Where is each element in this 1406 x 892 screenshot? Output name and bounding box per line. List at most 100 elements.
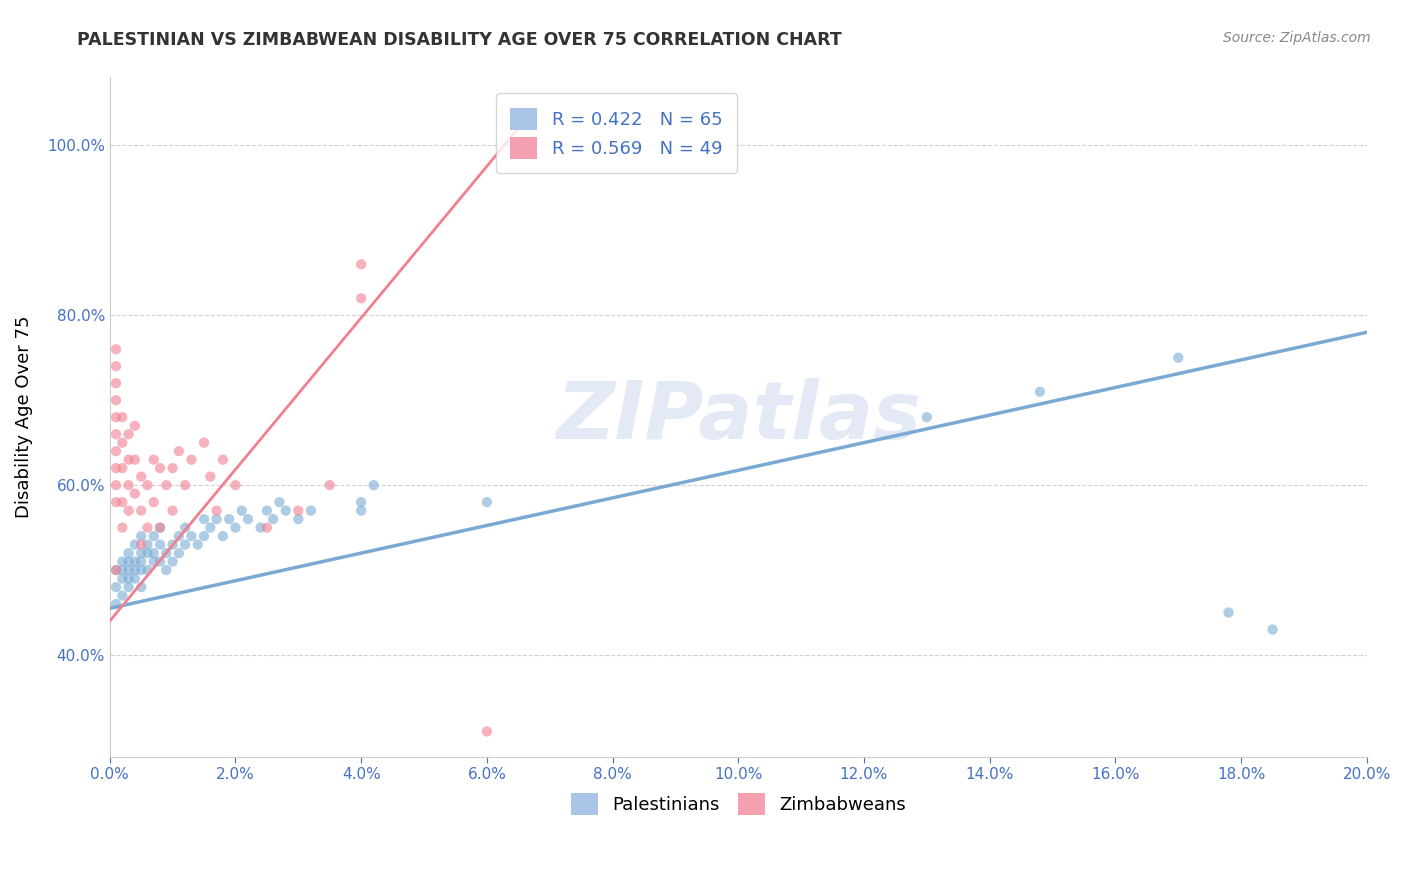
Point bbox=[105, 393, 128, 408]
Point bbox=[915, 410, 938, 425]
Point bbox=[111, 495, 134, 509]
Point bbox=[475, 724, 498, 739]
Point bbox=[129, 580, 152, 594]
Text: ZIPatlas: ZIPatlas bbox=[555, 378, 921, 456]
Point bbox=[155, 478, 177, 492]
Point bbox=[129, 555, 152, 569]
Point bbox=[117, 572, 139, 586]
Point bbox=[200, 469, 222, 483]
Point bbox=[287, 512, 309, 526]
Point bbox=[129, 546, 152, 560]
Point bbox=[105, 495, 128, 509]
Point bbox=[117, 478, 139, 492]
Point bbox=[111, 435, 134, 450]
Point bbox=[200, 521, 222, 535]
Point bbox=[180, 452, 202, 467]
Point bbox=[124, 418, 146, 433]
Point bbox=[124, 555, 146, 569]
Point bbox=[212, 452, 235, 467]
Point bbox=[162, 555, 184, 569]
Point bbox=[262, 512, 284, 526]
Point bbox=[224, 478, 246, 492]
Point bbox=[105, 427, 128, 442]
Point bbox=[124, 563, 146, 577]
Point bbox=[350, 291, 373, 305]
Point bbox=[180, 529, 202, 543]
Point bbox=[105, 563, 128, 577]
Point bbox=[299, 503, 322, 517]
Point bbox=[174, 538, 197, 552]
Point bbox=[105, 444, 128, 458]
Point bbox=[350, 495, 373, 509]
Point bbox=[1029, 384, 1052, 399]
Point bbox=[167, 444, 190, 458]
Point bbox=[167, 529, 190, 543]
Point bbox=[142, 529, 165, 543]
Point bbox=[136, 546, 159, 560]
Point bbox=[129, 529, 152, 543]
Point bbox=[105, 410, 128, 425]
Point bbox=[193, 512, 215, 526]
Point bbox=[149, 538, 172, 552]
Point bbox=[124, 452, 146, 467]
Text: PALESTINIAN VS ZIMBABWEAN DISABILITY AGE OVER 75 CORRELATION CHART: PALESTINIAN VS ZIMBABWEAN DISABILITY AGE… bbox=[77, 31, 842, 49]
Point bbox=[149, 461, 172, 475]
Y-axis label: Disability Age Over 75: Disability Age Over 75 bbox=[15, 316, 32, 518]
Point bbox=[174, 521, 197, 535]
Point bbox=[105, 343, 128, 357]
Point bbox=[111, 563, 134, 577]
Point bbox=[129, 563, 152, 577]
Point bbox=[167, 546, 190, 560]
Point bbox=[256, 503, 278, 517]
Point bbox=[105, 359, 128, 374]
Point bbox=[142, 452, 165, 467]
Point bbox=[1167, 351, 1189, 365]
Point bbox=[142, 555, 165, 569]
Point bbox=[319, 478, 342, 492]
Point bbox=[269, 495, 291, 509]
Point bbox=[212, 529, 235, 543]
Point bbox=[249, 521, 271, 535]
Point bbox=[162, 503, 184, 517]
Point bbox=[155, 563, 177, 577]
Point bbox=[475, 495, 498, 509]
Point bbox=[236, 512, 259, 526]
Point bbox=[193, 435, 215, 450]
Point bbox=[193, 529, 215, 543]
Point bbox=[136, 478, 159, 492]
Point bbox=[155, 546, 177, 560]
Point bbox=[287, 503, 309, 517]
Point bbox=[1218, 606, 1240, 620]
Legend: Palestinians, Zimbabweans: Palestinians, Zimbabweans bbox=[564, 786, 912, 822]
Point bbox=[111, 572, 134, 586]
Point bbox=[205, 503, 228, 517]
Point bbox=[350, 503, 373, 517]
Point bbox=[136, 538, 159, 552]
Point bbox=[111, 410, 134, 425]
Point bbox=[117, 503, 139, 517]
Point bbox=[256, 521, 278, 535]
Point bbox=[124, 486, 146, 500]
Point bbox=[129, 469, 152, 483]
Point bbox=[124, 538, 146, 552]
Point bbox=[117, 546, 139, 560]
Point bbox=[350, 257, 373, 271]
Point bbox=[111, 461, 134, 475]
Point bbox=[136, 563, 159, 577]
Point bbox=[124, 572, 146, 586]
Point bbox=[205, 512, 228, 526]
Point bbox=[105, 461, 128, 475]
Point bbox=[105, 563, 128, 577]
Point bbox=[218, 512, 240, 526]
Point bbox=[111, 521, 134, 535]
Point bbox=[117, 580, 139, 594]
Point bbox=[129, 538, 152, 552]
Point bbox=[111, 589, 134, 603]
Point bbox=[117, 555, 139, 569]
Point bbox=[117, 427, 139, 442]
Point bbox=[142, 546, 165, 560]
Point bbox=[117, 452, 139, 467]
Point bbox=[363, 478, 385, 492]
Point bbox=[105, 478, 128, 492]
Point bbox=[231, 503, 253, 517]
